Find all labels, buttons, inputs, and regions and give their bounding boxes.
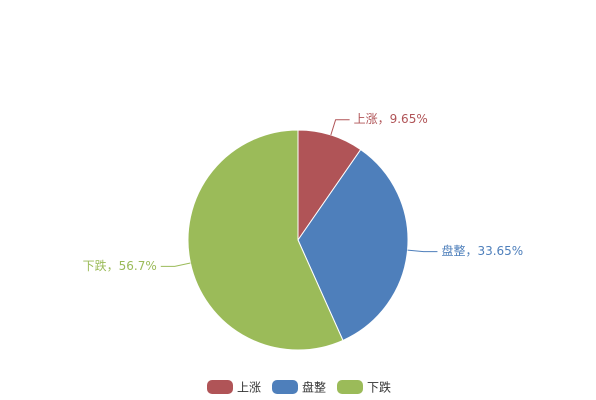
leader-line: [330, 119, 350, 136]
legend-label: 盘整: [302, 380, 326, 395]
legend-label: 下跌: [367, 380, 391, 395]
legend-swatch: [337, 380, 363, 394]
pie-slice: [187, 129, 344, 351]
pie-slice: [297, 148, 409, 342]
legend-swatch: [207, 380, 233, 394]
data-label: 下跌，56.7%: [83, 258, 157, 273]
data-label: 上涨，9.65%: [354, 111, 428, 126]
data-label: 盘整，33.65%: [441, 243, 523, 258]
leader-line: [407, 249, 438, 253]
legend-swatch: [272, 380, 298, 394]
legend-label: 上涨: [237, 380, 261, 395]
leader-line: [160, 262, 191, 267]
